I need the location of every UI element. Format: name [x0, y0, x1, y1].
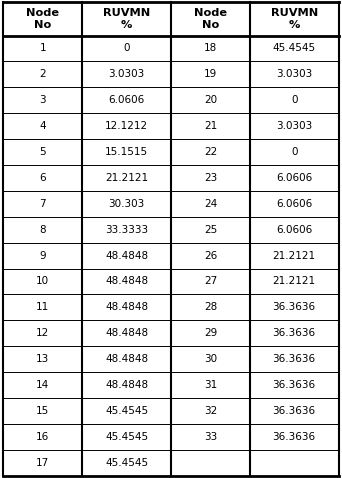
Text: 21.2121: 21.2121 [273, 276, 316, 286]
Text: RUVMN
%: RUVMN % [103, 8, 150, 30]
Text: 48.4848: 48.4848 [105, 250, 148, 261]
Text: 0: 0 [291, 147, 298, 157]
Text: 45.4545: 45.4545 [105, 406, 148, 416]
Text: 3.0303: 3.0303 [276, 69, 312, 79]
Text: 17: 17 [36, 457, 50, 467]
Text: 12: 12 [36, 328, 50, 338]
Text: 22: 22 [204, 147, 217, 157]
Text: 48.4848: 48.4848 [105, 328, 148, 338]
Text: 27: 27 [204, 276, 217, 286]
Text: 3.0303: 3.0303 [108, 69, 145, 79]
Text: RUVMN
%: RUVMN % [271, 8, 318, 30]
Text: 6.0606: 6.0606 [276, 199, 312, 209]
Text: 36.3636: 36.3636 [273, 328, 316, 338]
Text: 4: 4 [39, 121, 46, 131]
Text: 48.4848: 48.4848 [105, 354, 148, 364]
Text: 23: 23 [204, 173, 217, 183]
Text: 3: 3 [39, 95, 46, 105]
Text: 33: 33 [204, 432, 217, 442]
Text: 36.3636: 36.3636 [273, 354, 316, 364]
Text: Node
No: Node No [26, 8, 60, 30]
Text: 25: 25 [204, 225, 217, 235]
Text: 48.4848: 48.4848 [105, 303, 148, 312]
Text: 3.0303: 3.0303 [276, 121, 312, 131]
Text: 10: 10 [36, 276, 49, 286]
Text: 36.3636: 36.3636 [273, 303, 316, 312]
Text: 19: 19 [204, 69, 217, 79]
Text: 32: 32 [204, 406, 217, 416]
Text: 5: 5 [39, 147, 46, 157]
Text: 36.3636: 36.3636 [273, 380, 316, 390]
Text: 45.4545: 45.4545 [105, 432, 148, 442]
Text: 0: 0 [123, 43, 130, 54]
Text: 30.303: 30.303 [108, 199, 145, 209]
Text: 45.4545: 45.4545 [273, 43, 316, 54]
Text: 31: 31 [204, 380, 217, 390]
Text: 11: 11 [36, 303, 50, 312]
Text: 18: 18 [204, 43, 217, 54]
Text: 28: 28 [204, 303, 217, 312]
Text: 2: 2 [39, 69, 46, 79]
Text: 1: 1 [39, 43, 46, 54]
Text: 24: 24 [204, 199, 217, 209]
Text: 8: 8 [39, 225, 46, 235]
Text: 45.4545: 45.4545 [105, 457, 148, 467]
Text: 12.1212: 12.1212 [105, 121, 148, 131]
Text: 6: 6 [39, 173, 46, 183]
Text: 0: 0 [291, 95, 298, 105]
Text: 16: 16 [36, 432, 50, 442]
Text: 21.2121: 21.2121 [105, 173, 148, 183]
Text: 6.0606: 6.0606 [108, 95, 145, 105]
Text: 9: 9 [39, 250, 46, 261]
Text: 15: 15 [36, 406, 50, 416]
Text: 48.4848: 48.4848 [105, 380, 148, 390]
Text: 21.2121: 21.2121 [273, 250, 316, 261]
Text: 36.3636: 36.3636 [273, 406, 316, 416]
Text: 48.4848: 48.4848 [105, 276, 148, 286]
Text: 29: 29 [204, 328, 217, 338]
Text: 21: 21 [204, 121, 217, 131]
Text: 14: 14 [36, 380, 50, 390]
Text: 13: 13 [36, 354, 50, 364]
Text: 20: 20 [204, 95, 217, 105]
Text: 33.3333: 33.3333 [105, 225, 148, 235]
Text: 36.3636: 36.3636 [273, 432, 316, 442]
Text: 26: 26 [204, 250, 217, 261]
Text: 7: 7 [39, 199, 46, 209]
Text: 6.0606: 6.0606 [276, 173, 312, 183]
Text: 15.1515: 15.1515 [105, 147, 148, 157]
Text: Node
No: Node No [194, 8, 227, 30]
Text: 6.0606: 6.0606 [276, 225, 312, 235]
Text: 30: 30 [204, 354, 217, 364]
